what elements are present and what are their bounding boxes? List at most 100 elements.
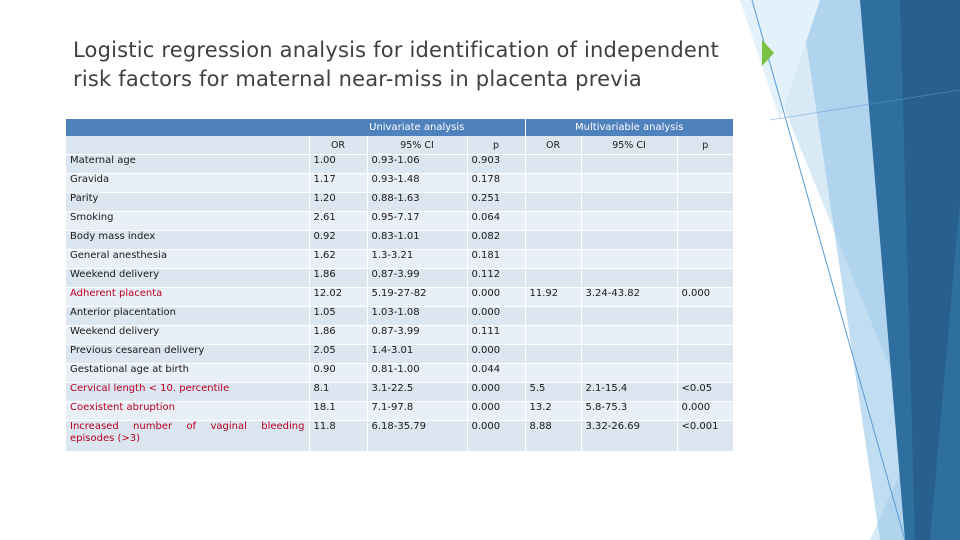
multi-ci-cell	[580, 363, 678, 383]
multi-p-cell	[676, 363, 734, 383]
ci-cell: 0.87-3.99	[366, 268, 467, 288]
row-label: Anterior placentation	[66, 306, 309, 326]
row-label: Cervical length < 10. percentile	[66, 382, 309, 402]
p-header-multivariable: p	[676, 136, 734, 155]
multi-or-cell: 11.92	[524, 287, 582, 307]
ci-cell: 3.1-22.5	[366, 382, 467, 402]
multivariable-header: Multivariable analysis	[524, 119, 734, 136]
or-cell: 2.05	[308, 344, 367, 364]
multi-p-cell	[676, 192, 734, 212]
multi-ci-cell	[580, 173, 678, 193]
deco-darker-stripe	[900, 0, 960, 540]
multi-or-cell: 5.5	[524, 382, 582, 402]
multi-or-cell	[524, 211, 582, 231]
row-label: Increased number of vaginal bleeding epi…	[66, 420, 309, 451]
p-header-univariate: p	[466, 136, 526, 155]
table-row: General anesthesia 1.62 1.3-3.21 0.181	[66, 249, 734, 269]
blank-subheader-cell	[66, 136, 309, 155]
ci-cell: 0.93-1.06	[366, 154, 467, 174]
multi-or-cell	[524, 173, 582, 193]
multi-or-cell	[524, 306, 582, 326]
p-cell: 0.181	[466, 249, 526, 269]
multi-p-cell	[676, 325, 734, 345]
regression-table: Univariate analysis Multivariable analys…	[66, 119, 734, 451]
multi-p-cell	[676, 211, 734, 231]
or-cell: 1.17	[308, 173, 367, 193]
multi-ci-cell	[580, 268, 678, 288]
or-cell: 1.20	[308, 192, 367, 212]
ci-header-univariate: 95% CI	[366, 136, 467, 155]
ci-header-multivariable: 95% CI	[580, 136, 678, 155]
univariate-header: Univariate analysis	[309, 119, 526, 136]
multi-ci-cell	[580, 211, 678, 231]
ci-cell: 1.3-3.21	[366, 249, 467, 269]
ci-cell: 0.81-1.00	[366, 363, 467, 383]
multi-p-cell	[676, 249, 734, 269]
multi-p-cell	[676, 230, 734, 250]
or-cell: 11.8	[308, 420, 367, 451]
p-cell: 0.000	[466, 344, 526, 364]
row-label: Maternal age	[66, 154, 309, 174]
ci-cell: 0.93-1.48	[366, 173, 467, 193]
group-header-row: Univariate analysis Multivariable analys…	[66, 119, 734, 136]
row-label: Previous cesarean delivery	[66, 344, 309, 364]
row-label: General anesthesia	[66, 249, 309, 269]
multi-or-cell: 13.2	[524, 401, 582, 421]
p-cell: 0.082	[466, 230, 526, 250]
table-row: Increased number of vaginal bleeding epi…	[66, 420, 734, 451]
blank-header-cell	[66, 119, 309, 136]
deco-thin-line-2	[769, 89, 960, 121]
ci-cell: 0.87-3.99	[366, 325, 467, 345]
table-row: Maternal age 1.00 0.93-1.06 0.903	[66, 154, 734, 174]
table-row: Cervical length < 10. percentile 8.1 3.1…	[66, 382, 734, 402]
multi-ci-cell: 2.1-15.4	[580, 382, 678, 402]
p-cell: 0.903	[466, 154, 526, 174]
row-label: Weekend delivery	[66, 268, 309, 288]
table-row: Weekend delivery 1.86 0.87-3.99 0.111	[66, 325, 734, 345]
slide-title: Logistic regression analysis for identif…	[73, 38, 719, 91]
row-label: Adherent placenta	[66, 287, 309, 307]
p-cell: 0.000	[466, 382, 526, 402]
or-cell: 1.00	[308, 154, 367, 174]
or-cell: 1.62	[308, 249, 367, 269]
multi-or-cell	[524, 154, 582, 174]
deco-thin-line	[751, 0, 906, 540]
p-cell: 0.111	[466, 325, 526, 345]
p-cell: 0.044	[466, 363, 526, 383]
ci-cell: 1.4-3.01	[366, 344, 467, 364]
row-label: Body mass index	[66, 230, 309, 250]
p-cell: 0.000	[466, 306, 526, 326]
ci-cell: 0.88-1.63	[366, 192, 467, 212]
row-label: Gravida	[66, 173, 309, 193]
multi-ci-cell	[580, 154, 678, 174]
deco-green-arrow-icon	[762, 40, 774, 66]
multi-ci-cell	[580, 344, 678, 364]
ci-cell: 0.83-1.01	[366, 230, 467, 250]
multi-p-cell: <0.05	[676, 382, 734, 402]
table-row: Body mass index 0.92 0.83-1.01 0.082	[66, 230, 734, 250]
multi-p-cell	[676, 154, 734, 174]
multi-or-cell: 8.88	[524, 420, 582, 451]
or-cell: 0.90	[308, 363, 367, 383]
multi-p-cell	[676, 268, 734, 288]
table-row: Smoking 2.61 0.95-7.17 0.064	[66, 211, 734, 231]
or-header-multivariable: OR	[524, 136, 582, 155]
or-cell: 12.02	[308, 287, 367, 307]
p-cell: 0.251	[466, 192, 526, 212]
table-row: Previous cesarean delivery 2.05 1.4-3.01…	[66, 344, 734, 364]
multi-ci-cell	[580, 192, 678, 212]
multi-ci-cell	[580, 325, 678, 345]
p-cell: 0.000	[466, 420, 526, 451]
multi-ci-cell	[580, 249, 678, 269]
table-row: Weekend delivery 1.86 0.87-3.99 0.112	[66, 268, 734, 288]
row-label: Parity	[66, 192, 309, 212]
ci-cell: 1.03-1.08	[366, 306, 467, 326]
multi-p-cell	[676, 306, 734, 326]
or-cell: 1.86	[308, 325, 367, 345]
or-cell: 2.61	[308, 211, 367, 231]
ci-cell: 6.18-35.79	[366, 420, 467, 451]
table-row: Adherent placenta 12.02 5.19-27-82 0.000…	[66, 287, 734, 307]
ci-cell: 0.95-7.17	[366, 211, 467, 231]
p-cell: 0.000	[466, 287, 526, 307]
multi-ci-cell	[580, 230, 678, 250]
